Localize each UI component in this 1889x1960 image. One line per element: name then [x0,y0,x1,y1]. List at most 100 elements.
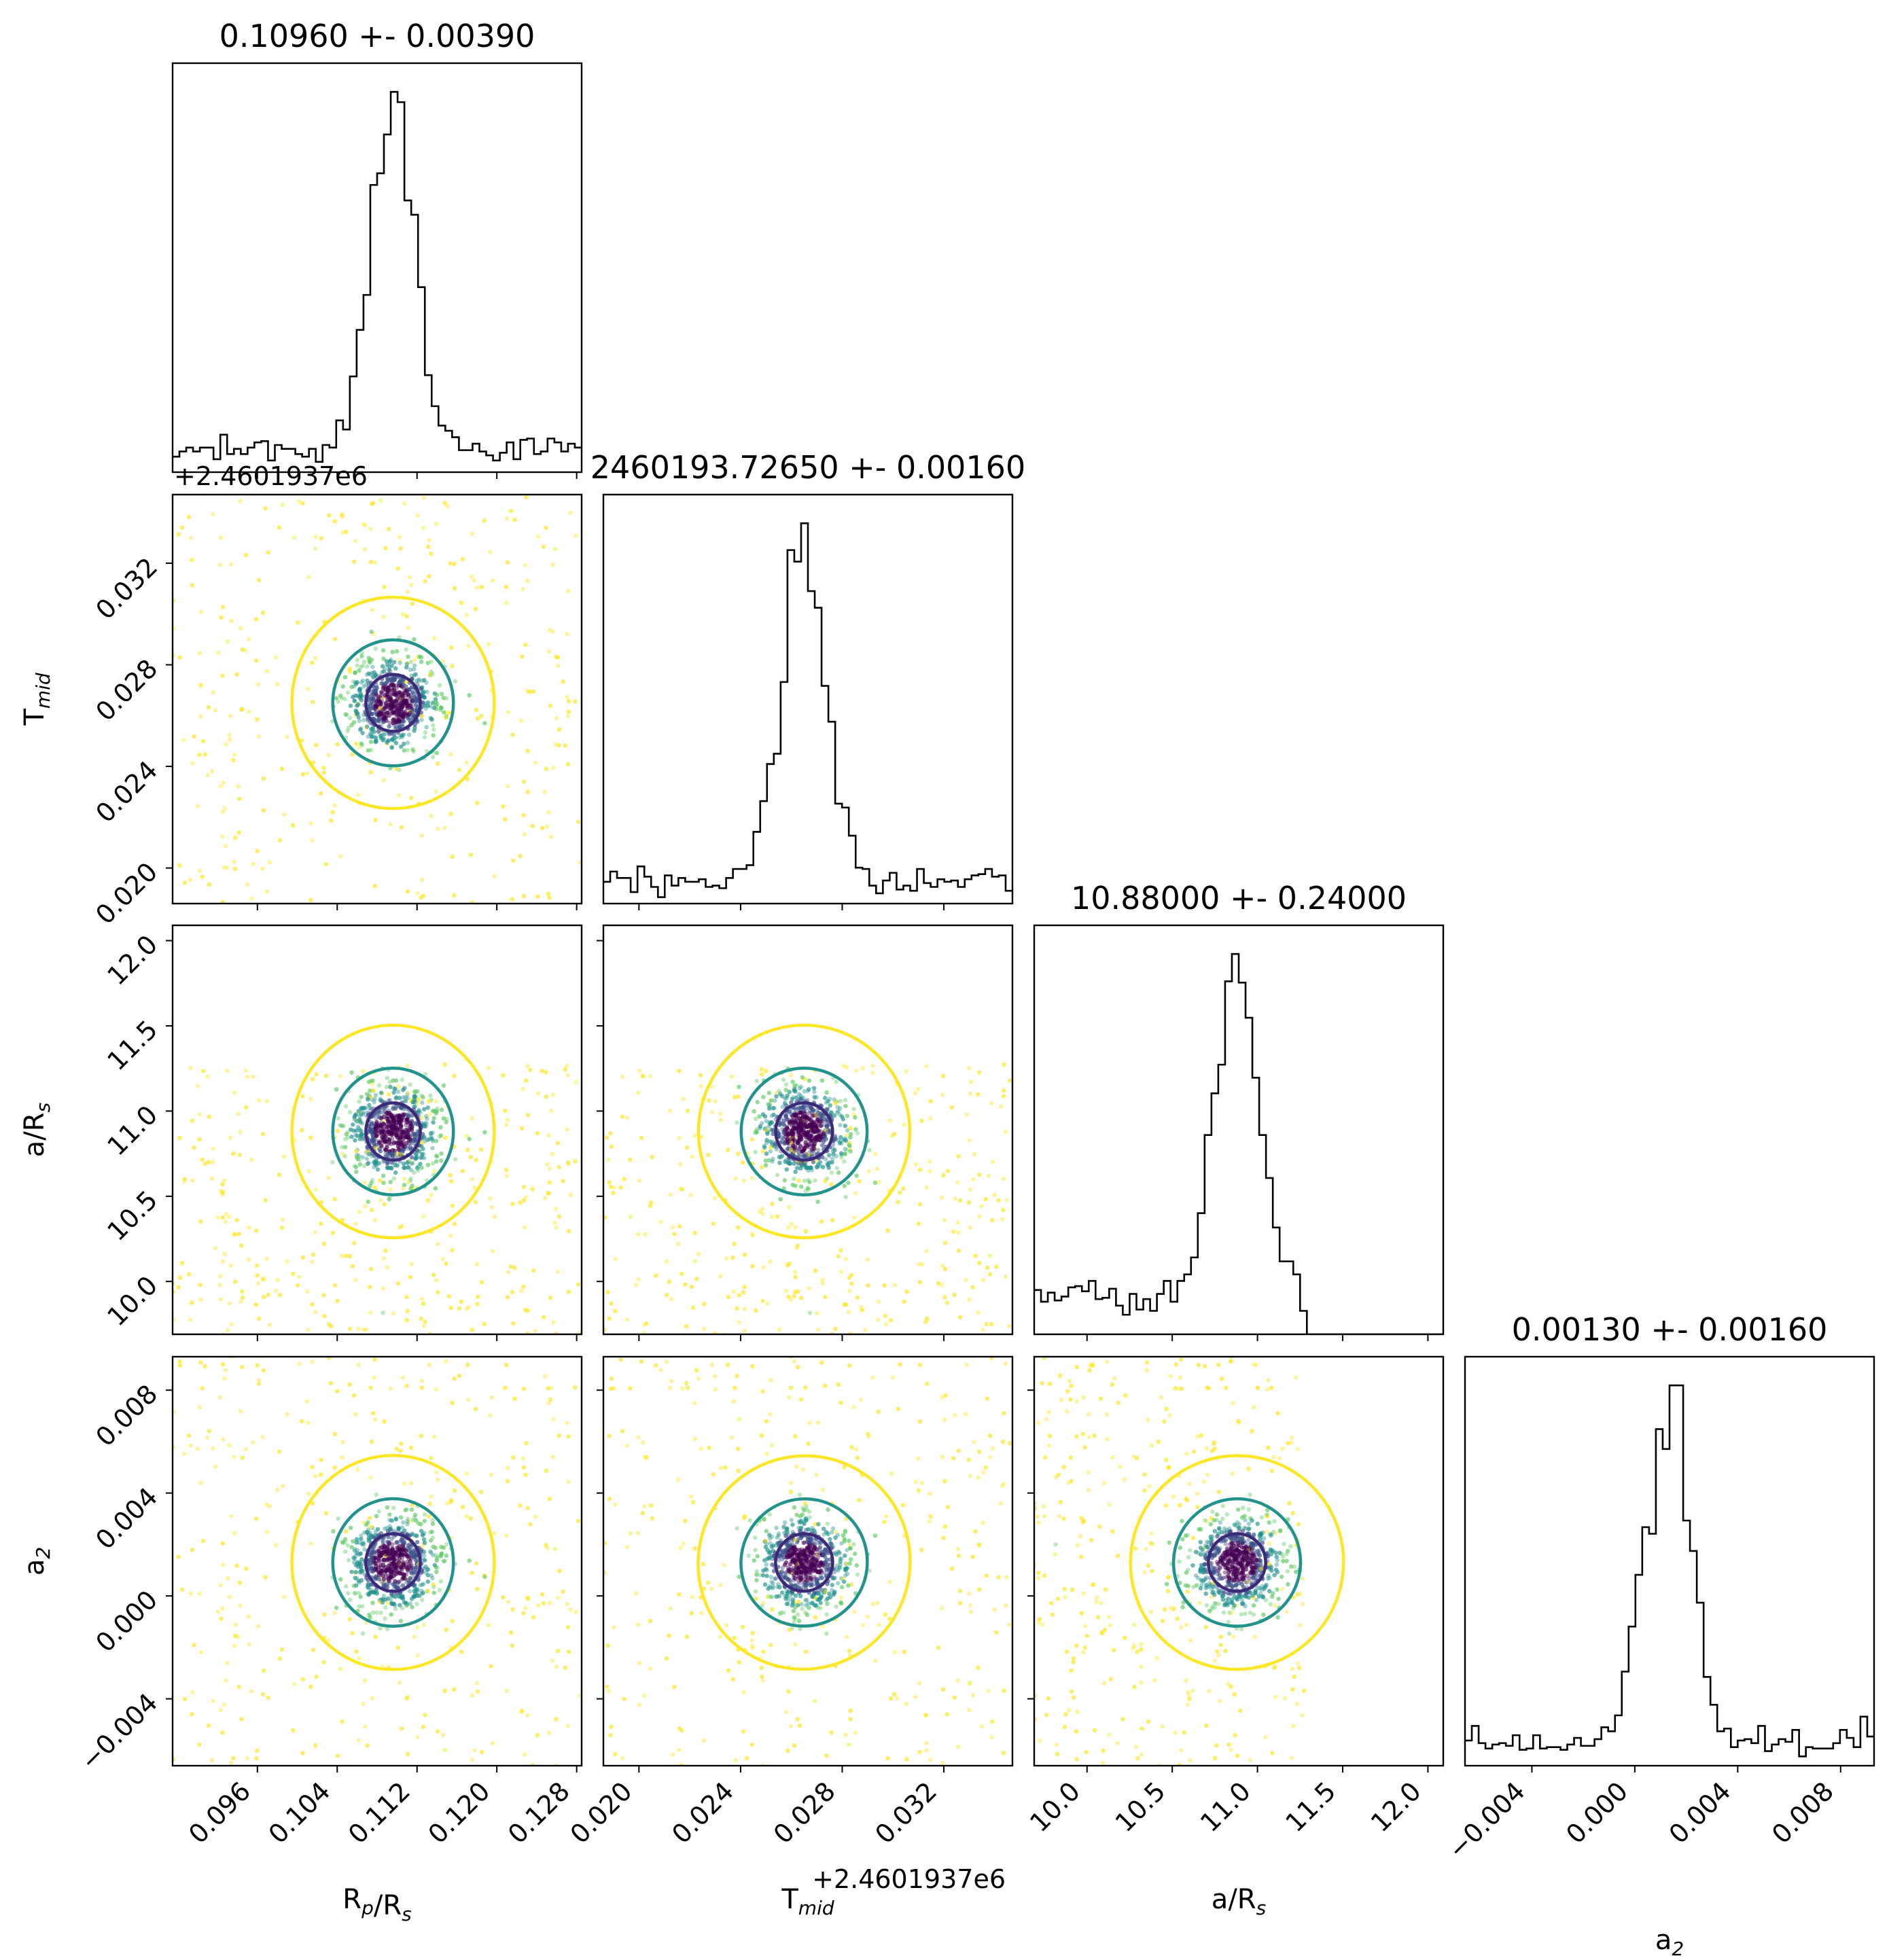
scatter-point [394,707,400,711]
scatter-point [808,1133,813,1138]
scatter-point [359,726,364,731]
scatter-point [809,1118,814,1122]
scatter-point [390,1131,395,1136]
scatter-point [359,1106,364,1111]
scatter-point [839,1114,845,1119]
scatter-point [430,672,435,677]
scatter-point [400,1112,405,1118]
scatter-point [556,1269,561,1275]
scatter-point [438,707,443,713]
scatter-point [386,685,391,691]
scatter-point [815,1127,820,1133]
scatter-point [696,1251,701,1256]
scatter-point [400,698,404,704]
scatter-point [385,676,390,681]
scatter-point [987,1272,993,1277]
scatter-point [761,1149,766,1154]
scatter-point [391,1078,395,1083]
scatter-point [802,1132,807,1137]
scatter-point [369,1122,374,1126]
scatter-point [359,1132,364,1137]
scatter-point [833,1326,838,1332]
scatter-point [256,734,262,739]
scatter-point [198,683,203,688]
scatter-point [198,1298,203,1302]
scatter-point [405,1146,410,1151]
scatter-point [406,1132,411,1137]
scatter-point [460,1169,465,1173]
scatter-point [372,706,377,711]
scatter-point [361,1328,366,1332]
scatter-point [384,659,389,664]
scatter-point [441,696,446,700]
scatter-point [413,694,418,699]
scatter-point [263,1198,268,1202]
scatter-point [336,699,340,705]
scatter-point [505,560,510,565]
scatter-point [428,704,433,709]
scatter-point [364,672,370,677]
scatter-point [474,1158,479,1162]
scatter-point [807,1137,812,1141]
scatter-point [501,804,506,809]
scatter-point [323,1073,329,1078]
scatter-point [524,1078,529,1083]
scatter-point [243,1068,248,1073]
scatter-point [392,660,397,664]
scatter-point [361,659,367,664]
scatter-point [765,1129,770,1135]
scatter-point [573,1159,578,1164]
scatter-point [406,692,411,697]
scatter-point [222,1178,227,1183]
scatter-point [787,1139,792,1144]
scatter-point [425,1137,430,1142]
scatter-point [370,691,374,696]
scatter-point [804,1143,809,1148]
scatter-point [387,1152,392,1156]
scatter-point [389,1130,393,1135]
scatter-point [786,1225,791,1230]
scatter-point [800,1133,805,1138]
scatter-point [769,1120,774,1125]
scatter-point [383,1123,387,1128]
scatter-point [548,1296,553,1300]
scatter-point [826,1163,830,1168]
scatter-point [760,1072,764,1077]
scatter-point [828,1103,832,1108]
scatter-point [401,715,406,719]
scatter-point [987,1272,993,1277]
scatter-point [381,707,386,711]
scatter-point [355,680,359,685]
scatter-point [641,1074,646,1080]
scatter-point [366,1161,370,1166]
scatter-point [492,1215,497,1219]
scatter-point [394,719,400,725]
scatter-point [391,1124,396,1129]
scatter-point [377,711,382,715]
scatter-point [818,1117,824,1122]
scatter-point [391,683,396,688]
scatter-point [791,1141,796,1146]
scatter-point [376,696,381,702]
scatter-point [374,1116,378,1121]
scatter-point [804,1115,809,1120]
scatter-point [605,1289,610,1295]
scatter-point [782,1178,788,1183]
scatter-point [793,1113,798,1118]
scatter-point [389,705,394,710]
scatter-point [904,1289,909,1294]
scatter-point [436,1241,440,1247]
scatter-point [244,1105,249,1110]
scatter-point [798,1130,804,1135]
scatter-point [375,1167,381,1172]
scatter-point [389,1612,394,1617]
scatter-point [406,1131,410,1136]
scatter-point [365,1092,370,1097]
scatter-point [321,1293,326,1298]
scatter-point [352,693,357,698]
scatter-point [389,706,393,711]
scatter-point [808,1165,813,1171]
scatter-point [398,1550,403,1555]
scatter-point [387,1092,391,1097]
scatter-point [366,748,371,753]
